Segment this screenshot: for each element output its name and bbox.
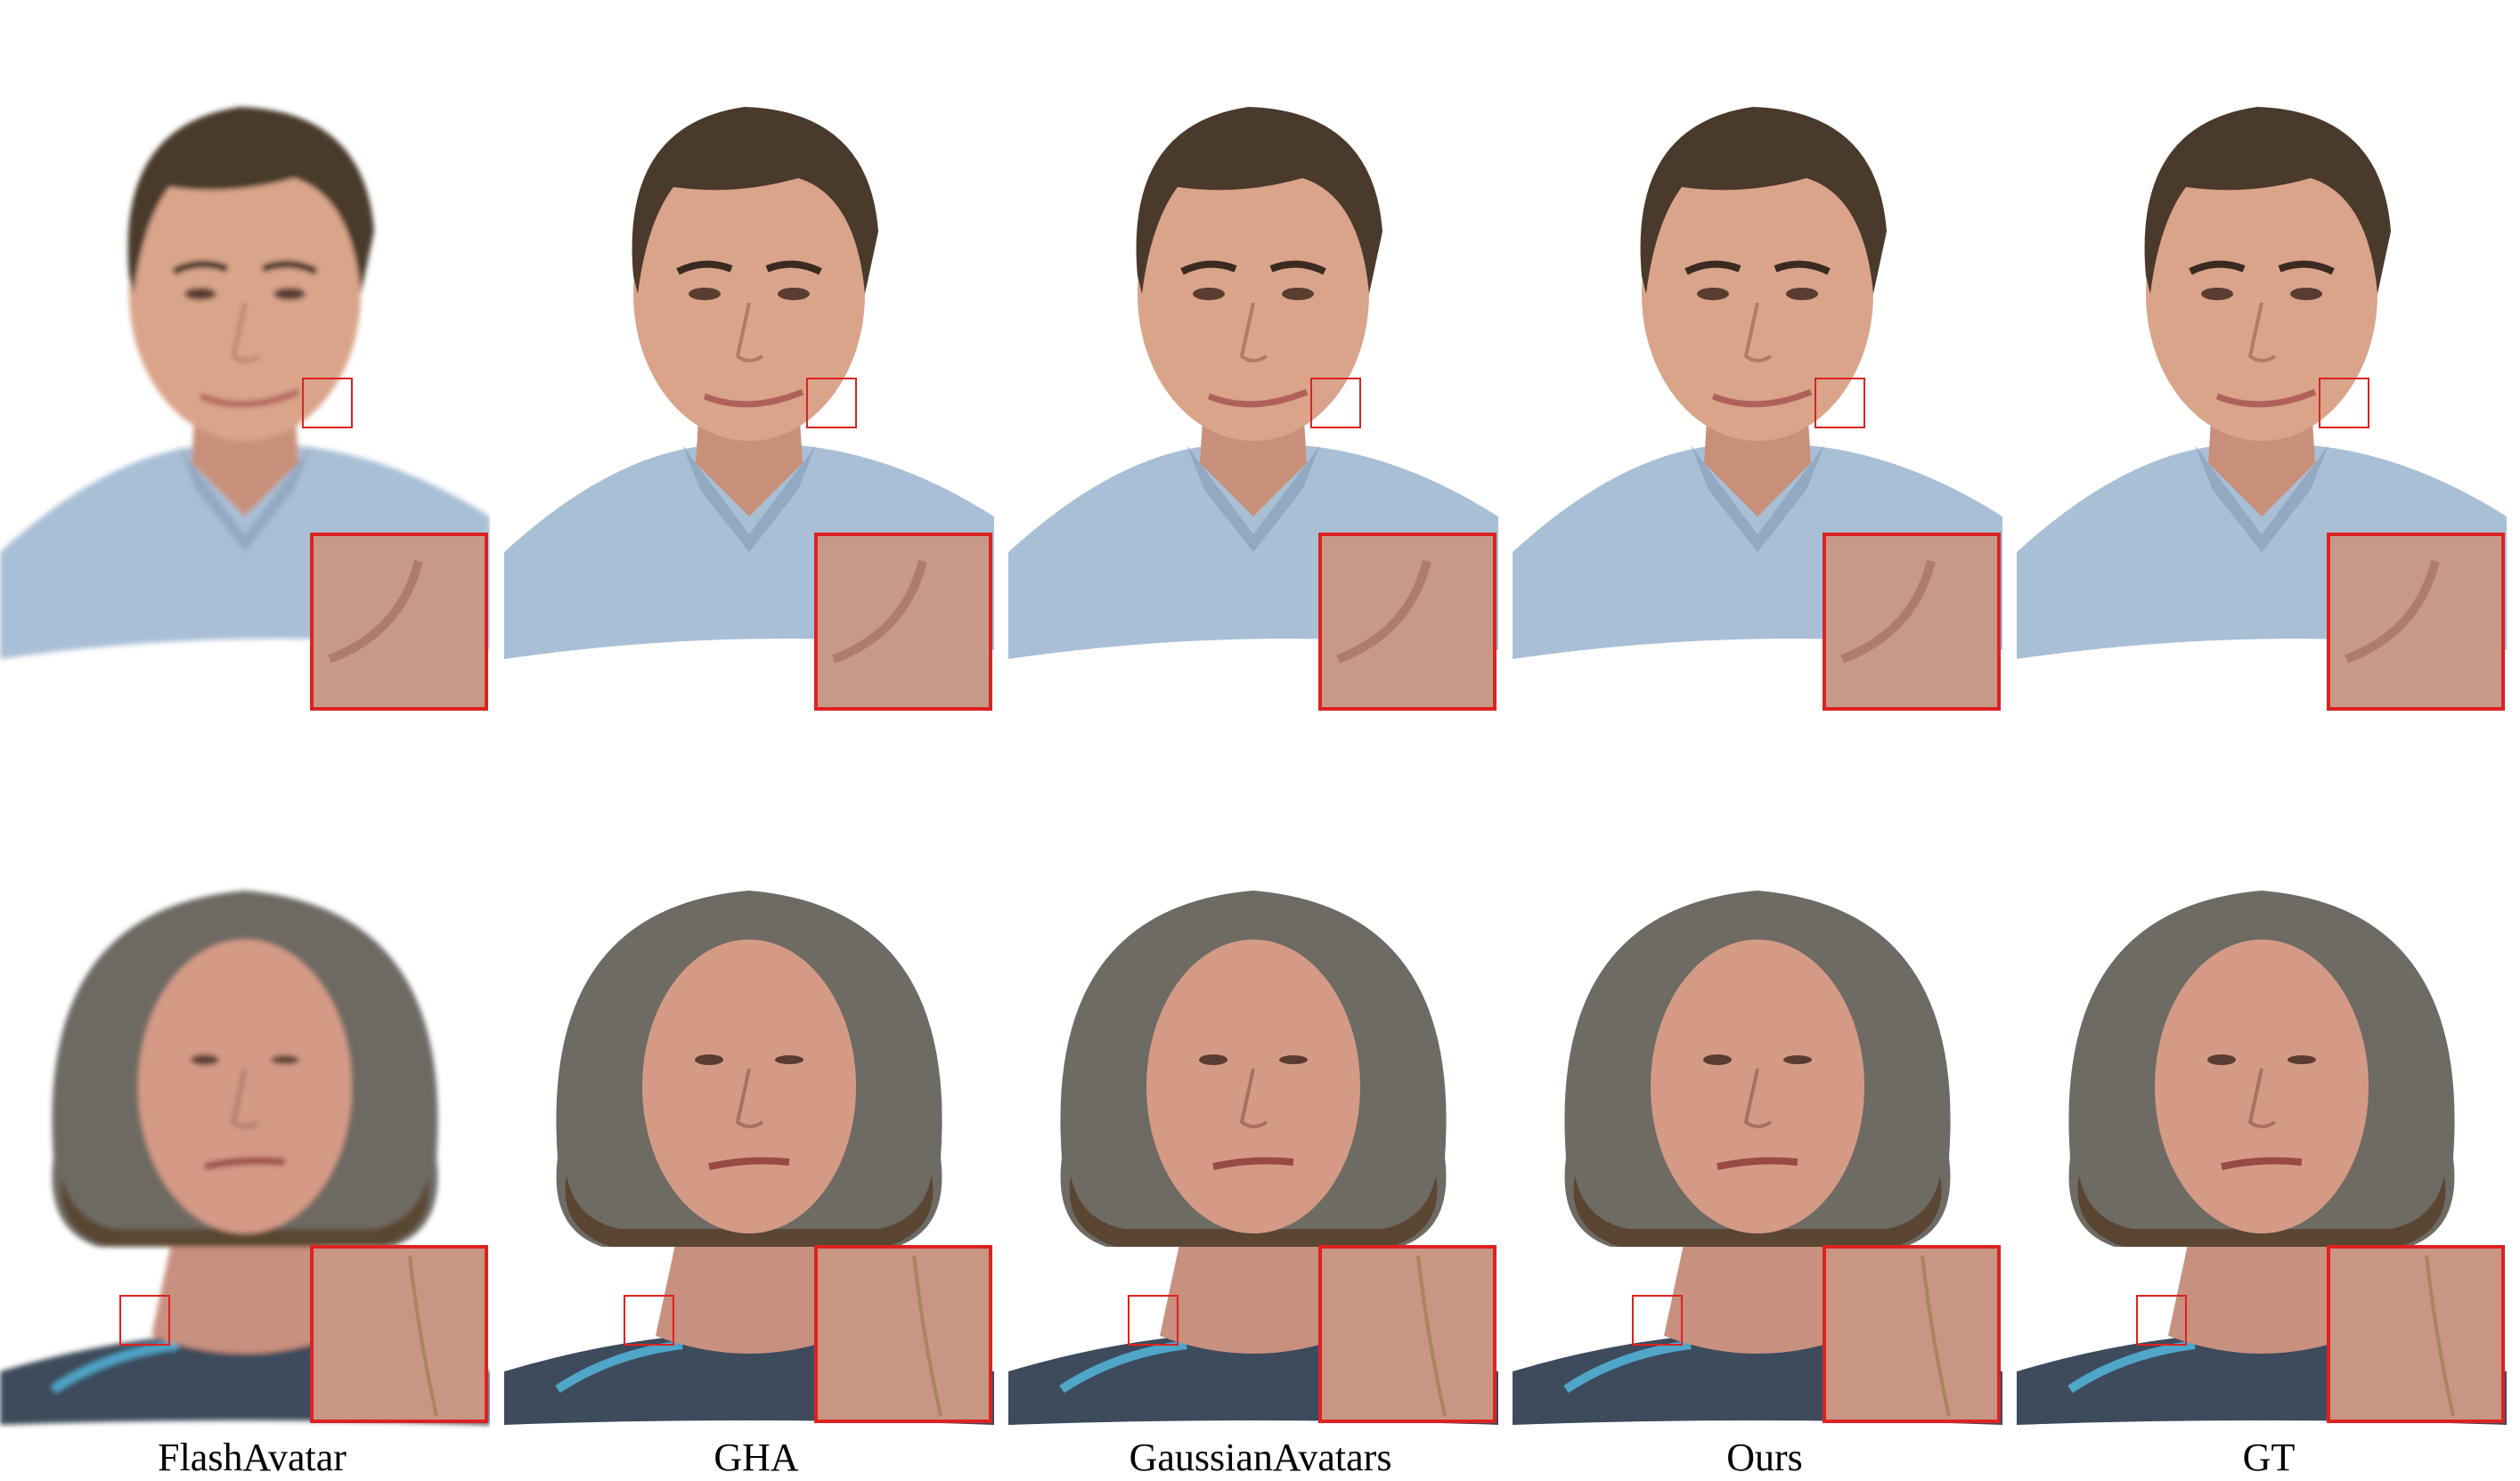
portrait-image: [2017, 107, 2507, 711]
zoom-region-marker: [119, 1295, 170, 1346]
zoom-inset: [814, 1245, 992, 1423]
zoom-inset: [1823, 533, 2001, 711]
zoom-region-marker: [1128, 1295, 1178, 1346]
label-gaussianavatars: GaussianAvatars: [1129, 1436, 1392, 1479]
portrait-image: [1008, 107, 1498, 711]
zoom-region-marker: [1632, 1295, 1683, 1346]
portrait-image: [1008, 891, 1498, 1425]
zoom-inset: [2327, 533, 2505, 711]
zoom-region-marker: [2136, 1295, 2187, 1346]
portrait-image: [504, 107, 994, 711]
label-gha: GHA: [714, 1436, 799, 1479]
label-gt: GT: [2242, 1436, 2296, 1479]
zoom-inset: [1823, 1245, 2001, 1423]
zoom-region-marker: [302, 378, 353, 428]
label-ours: Ours: [1726, 1436, 1803, 1479]
portrait-image: [0, 107, 490, 711]
render-man-flashavatar: [0, 71, 490, 712]
label-flashavatar: FlashAvatar: [158, 1436, 347, 1479]
render-man-gha: [504, 71, 994, 712]
portrait-image: [1513, 891, 2002, 1425]
render-woman-ours: [1513, 802, 2002, 1443]
zoom-inset: [1318, 1245, 1497, 1423]
render-man-ours: [1513, 71, 2002, 712]
zoom-region-marker: [1815, 378, 1865, 428]
zoom-inset: [310, 1245, 488, 1423]
render-man-gaussianavatars: [1008, 71, 1498, 712]
portrait-image: [0, 891, 490, 1425]
render-woman-gha: [504, 802, 994, 1443]
zoom-region-marker: [806, 378, 857, 428]
render-woman-gt: [2017, 802, 2507, 1443]
portrait-image: [2017, 891, 2507, 1425]
zoom-inset: [310, 533, 488, 711]
zoom-region-marker: [2319, 378, 2369, 428]
zoom-inset: [1318, 533, 1497, 711]
zoom-region-marker: [624, 1295, 674, 1346]
zoom-inset: [814, 533, 992, 711]
render-man-gt: [2017, 71, 2507, 712]
portrait-image: [1513, 107, 2002, 711]
zoom-region-marker: [1310, 378, 1361, 428]
render-woman-flashavatar: [0, 802, 490, 1443]
portrait-image: [504, 891, 994, 1425]
zoom-inset: [2327, 1245, 2505, 1423]
render-woman-gaussianavatars: [1008, 802, 1498, 1443]
